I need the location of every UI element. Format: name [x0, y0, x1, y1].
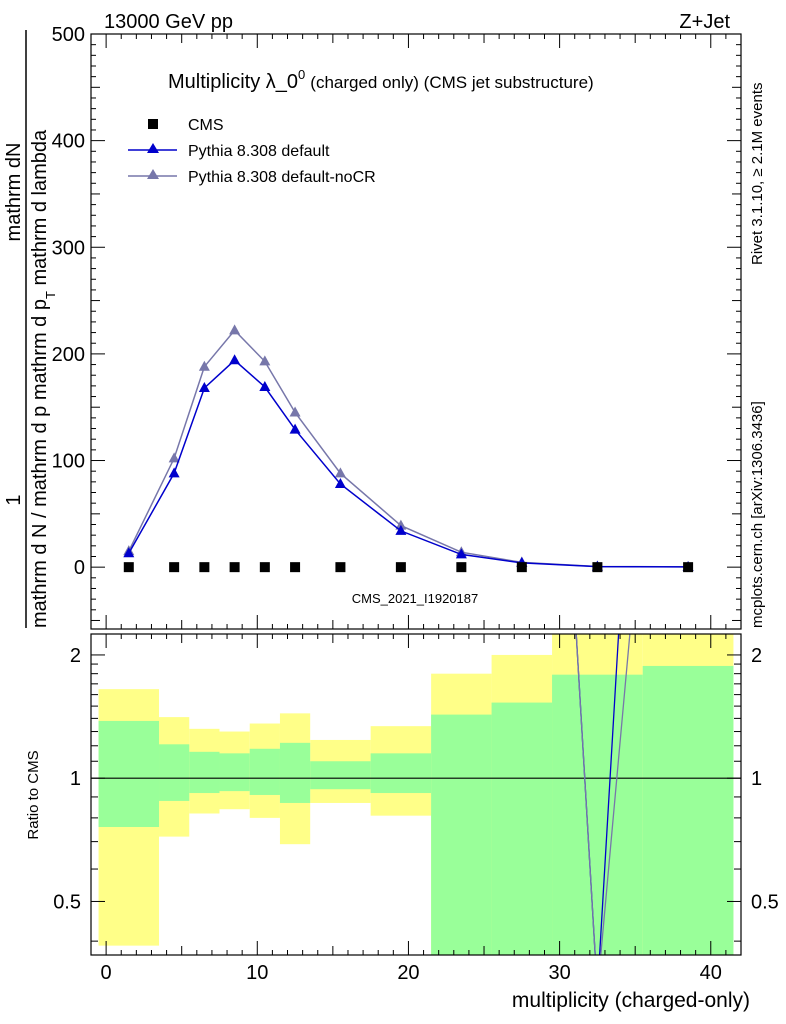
data-point-cms: [395, 562, 406, 573]
data-point-cms: [169, 562, 180, 573]
main-ylabel-one: 1: [3, 494, 25, 505]
ratio-band-inner: [219, 753, 250, 792]
data-point-cms: [199, 562, 210, 573]
ratio-band-inner: [189, 751, 220, 794]
ratio-band-inner: [98, 720, 160, 828]
x-tick-label: 20: [397, 962, 419, 984]
x-tick-label: 10: [246, 962, 268, 984]
ratio-frame: [90, 633, 742, 956]
data-point-default: [395, 524, 407, 535]
main-title: Multiplicity λ_00 (charged only) (CMS jet…: [168, 67, 594, 93]
y-tick-label: 300: [52, 237, 85, 259]
data-point-cms: [335, 562, 346, 573]
data-point-cms: [592, 562, 603, 573]
ratio-band-inner: [491, 702, 553, 955]
data-point-default: [334, 477, 346, 488]
data-point-nocr: [334, 467, 346, 478]
legend-nocr-label: Pythia 8.308 default-noCR: [188, 169, 376, 186]
ratio-ylabel: Ratio to CMS: [25, 750, 42, 839]
x-tick-label: 40: [700, 962, 722, 984]
legend: CMS Pythia 8.308 default Pythia 8.308 de…: [128, 117, 376, 186]
legend-nocr-marker: [147, 169, 159, 179]
data-point-cms: [290, 562, 301, 573]
y-tick-label: 100: [52, 451, 85, 473]
data-point-cms: [259, 562, 270, 573]
legend-cms-marker: [148, 119, 158, 129]
ratio-y-tick-label-right: 2: [751, 645, 762, 667]
main-ylabel-denominator: mathrm d N / mathrm d p mathrm d pT math…: [29, 129, 58, 628]
data-point-default: [123, 547, 135, 558]
ratio-series-group: [575, 634, 631, 955]
main-frame: [90, 33, 742, 630]
data-point-nocr: [259, 355, 271, 366]
main-subtitle: (charged only) (CMS jet substructure): [310, 73, 593, 92]
y-tick-label: 400: [52, 131, 85, 153]
ratio-band-inner: [370, 753, 432, 794]
energy-label: 13000 GeV pp: [104, 11, 233, 33]
ratio-band-inner: [279, 742, 311, 803]
series-line-nocr: [128, 329, 689, 568]
ratio-band-inner: [310, 761, 371, 790]
ratio-y-tick-label-right: 0.5: [751, 891, 779, 913]
data-point-cms: [456, 562, 467, 573]
legend-cms-label: CMS: [188, 117, 224, 134]
main-ylabel: 1 mathrm dN mathrm d N / mathrm d p math…: [3, 30, 58, 628]
legend-default-label: Pythia 8.308 default: [188, 143, 330, 160]
data-point-default: [289, 423, 301, 434]
ratio-band-inner: [159, 744, 190, 801]
main-ylabel-numerator: mathrm dN: [3, 143, 25, 242]
data-point-nocr: [168, 452, 180, 463]
y-tick-label: 200: [52, 344, 85, 366]
ratio-line-nocr: [575, 634, 631, 955]
ratio-band-inner: [552, 674, 643, 955]
data-point-cms: [123, 562, 134, 573]
xlabel: multiplicity (charged-only): [512, 989, 750, 1012]
data-point-cms: [683, 562, 694, 573]
x-tick-label: 30: [548, 962, 570, 984]
data-point-nocr: [198, 360, 210, 371]
data-point-nocr: [395, 519, 407, 530]
x-tick-label: 0: [101, 962, 112, 984]
ratio-y-tick-label: 0.5: [53, 891, 81, 913]
data-point-cms: [229, 562, 240, 573]
rivet-label: Rivet 3.1.10, ≥ 2.1M events: [749, 83, 766, 266]
ratio-band-inner: [431, 714, 492, 955]
data-point-default: [455, 548, 467, 559]
y-tick-label: 0: [74, 557, 85, 579]
main-ylabel-tail: mathrm d lambda: [29, 129, 51, 291]
main-ylabel-subscript: T: [43, 291, 58, 299]
ratio-y-tick-label-right: 1: [751, 768, 762, 790]
main-title-sup: 0: [298, 67, 305, 82]
data-point-nocr: [289, 406, 301, 417]
main-title-text: Multiplicity λ_0: [168, 71, 298, 93]
data-point-default: [168, 467, 180, 478]
ratio-y-tick-label: 2: [70, 645, 81, 667]
watermark: CMS_2021_I1920187: [352, 591, 479, 606]
mcplots-label: mcplots.cern.ch [arXiv:1306.3436]: [749, 401, 766, 628]
process-label: Z+Jet: [679, 11, 730, 33]
data-point-default: [259, 380, 271, 391]
main-ylabel-denominator-text: mathrm d N / mathrm d p mathrm d p: [29, 299, 51, 628]
data-point-default: [229, 354, 241, 365]
ratio-y-tick-label: 1: [70, 768, 81, 790]
ratio-band-inner: [642, 665, 734, 955]
ratio-plot: 0.5 0.51 12 20 10 20 30 40 Ratio to CMS multipl…: [25, 633, 779, 1012]
ratio-band-inner: [249, 748, 280, 795]
data-point-cms: [516, 562, 527, 573]
y-tick-label: 500: [52, 24, 85, 46]
data-point-default: [198, 382, 210, 393]
data-point-nocr: [229, 324, 241, 335]
series-line-default: [128, 359, 689, 568]
legend-default-marker: [147, 143, 159, 153]
